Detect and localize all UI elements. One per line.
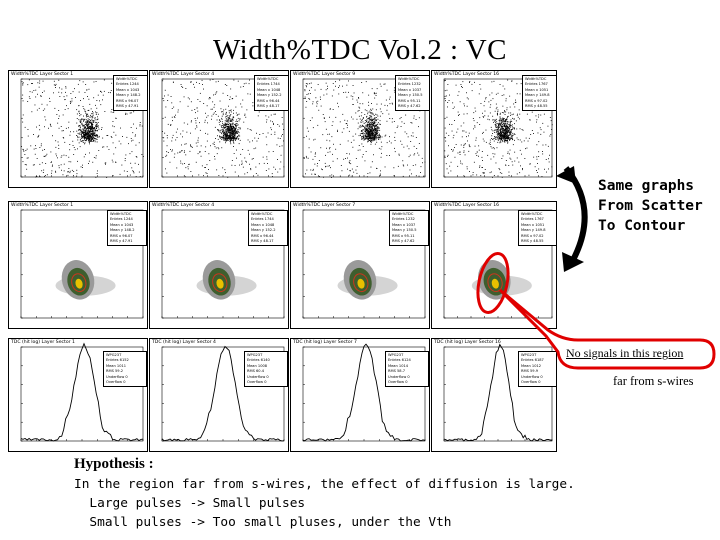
stats-box: WPG23T Entries 6124 Mean 1014 RMS 58.7 Under… bbox=[385, 351, 429, 388]
contour-shape bbox=[471, 260, 532, 300]
panel-title: TDC (hit log) Layer Sector 1 bbox=[11, 340, 75, 345]
stats-box: WPG23T Entries 6152 Mean 1011 RMS 59.2 Under… bbox=[103, 351, 147, 388]
stats-box: Width%TDC Entries 1232 Mean x 1037 Mean y 1… bbox=[389, 210, 429, 247]
contour-panel-4: Width%TDC Layer Sector 16 Width%TDC Entri… bbox=[431, 201, 557, 329]
side-note: Same graphs From Scatter To Contour bbox=[598, 178, 703, 234]
hist-panel-1: TDC (hit log) Layer Sector 1 WPG23T Entri… bbox=[8, 338, 148, 452]
plot-frame bbox=[20, 209, 144, 319]
panel-title: Width%TDC Layer Sector 4 bbox=[152, 203, 215, 208]
panel-title: Width%TDC Layer Sector 16 bbox=[434, 72, 500, 77]
plot-frame bbox=[161, 209, 285, 319]
hypothesis-heading: Hypothesis : bbox=[74, 456, 154, 472]
panel-title: Width%TDC Layer Sector 7 bbox=[293, 203, 356, 208]
panel-title: Width%TDC Layer Sector 9 bbox=[293, 72, 356, 77]
panel-title: Width%TDC Layer Sector 16 bbox=[434, 203, 500, 208]
panel-title: Width%TDC Layer Sector 1 bbox=[11, 72, 74, 77]
scatter-points bbox=[21, 79, 144, 178]
stats-box: WPG23T Entries 6187 Mean 1012 RMS 59.9 Under… bbox=[518, 351, 556, 388]
stats-box: Width%TDC Entries 1744 Mean x 1048 Mean y 1… bbox=[254, 75, 288, 112]
panel-title: TDC (hit log) Layer Sector 7 bbox=[293, 340, 357, 345]
plot-frame bbox=[302, 78, 426, 178]
contour-panel-2: Width%TDC Layer Sector 4 Width%TDC Entrie… bbox=[149, 201, 289, 329]
far-label: far from s-wires bbox=[613, 374, 694, 388]
panel-title: TDC (hit log) Layer Sector 16 bbox=[434, 340, 501, 345]
stats-box: Width%TDC Entries 1244 Mean x 1043 Mean y 1… bbox=[113, 75, 147, 112]
callout-text: No signals in this region bbox=[566, 346, 684, 360]
plot-frame bbox=[302, 209, 426, 319]
panel-title: Width%TDC Layer Sector 1 bbox=[11, 203, 74, 208]
stats-box: Width%TDC Entries 1767 Mean x 1051 Mean y 1… bbox=[518, 210, 556, 247]
hypothesis-line: In the region far from s-wires, the effe… bbox=[74, 477, 575, 492]
scatter-panel-2: Width%TDC Layer Sector 4 Width%TDC Entrie… bbox=[149, 70, 289, 188]
contour-shape bbox=[196, 260, 257, 300]
hist-panel-4: TDC (hit log) Layer Sector 16 WPG23T Entr… bbox=[431, 338, 557, 452]
scatter-points bbox=[444, 79, 553, 178]
plot-frame bbox=[20, 346, 144, 442]
stats-box: WPG23T Entries 6140 Mean 1008 RMS 60.4 Under… bbox=[244, 351, 288, 388]
scatter-panel-4: Width%TDC Layer Sector 16 Width%TDC Entri… bbox=[431, 70, 557, 188]
hypothesis-line: Large pulses -> Small pulses bbox=[74, 496, 306, 511]
stats-box: Width%TDC Entries 1232 Mean x 1037 Mean y 1… bbox=[395, 75, 429, 112]
contour-shape bbox=[337, 260, 398, 300]
contour-panel-3: Width%TDC Layer Sector 7 Width%TDC Entrie… bbox=[290, 201, 430, 329]
curved-arrow-icon bbox=[556, 166, 588, 272]
histogram-line bbox=[20, 342, 144, 442]
histogram-line bbox=[443, 343, 553, 442]
histogram-line bbox=[302, 343, 426, 442]
slide-title: Width%TDC Vol.2 : VC bbox=[212, 34, 508, 66]
hypothesis-line: Small pulses -> Too small pluses, under … bbox=[74, 515, 452, 530]
contour-panel-1: Width%TDC Layer Sector 1 Width%TDC Entrie… bbox=[8, 201, 148, 329]
stats-box: Width%TDC Entries 1244 Mean x 1043 Mean y 1… bbox=[107, 210, 147, 247]
histogram-line bbox=[161, 345, 285, 442]
scatter-panel-3: Width%TDC Layer Sector 9 Width%TDC Entrie… bbox=[290, 70, 430, 188]
scatter-points bbox=[303, 79, 426, 178]
plot-frame bbox=[161, 78, 285, 178]
contour-shape bbox=[55, 260, 116, 300]
scatter-panel-1: Width%TDC Layer Sector 1 Width%TDC Entrie… bbox=[8, 70, 148, 188]
hist-panel-2: TDC (hit log) Layer Sector 4 WPG23T Entri… bbox=[149, 338, 289, 452]
panel-title: TDC (hit log) Layer Sector 4 bbox=[152, 340, 216, 345]
hist-panel-3: TDC (hit log) Layer Sector 7 WPG23T Entri… bbox=[290, 338, 430, 452]
stats-box: Width%TDC Entries 1767 Mean x 1051 Mean y 1… bbox=[522, 75, 556, 112]
panel-title: Width%TDC Layer Sector 4 bbox=[152, 72, 215, 77]
stats-box: Width%TDC Entries 1744 Mean x 1048 Mean y 1… bbox=[248, 210, 288, 247]
